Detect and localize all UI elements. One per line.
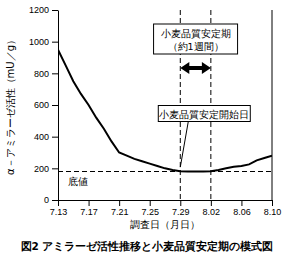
title: 図2 アミラーゼ活性推移と小麦品質安定期の模式図: [21, 240, 274, 253]
period-sublabel: （約1週間）: [168, 41, 224, 52]
y-axis: 0 200 400 600 800 1000 1200: [29, 5, 59, 205]
period-label-box: [154, 24, 238, 54]
x-tick-label: 7.29: [172, 207, 190, 217]
y-tick-mark: [52, 105, 58, 106]
x-tick: 8.06: [233, 200, 251, 217]
x-tick-label: 7.25: [141, 207, 159, 217]
x-tick-mark: [58, 200, 59, 206]
y-tick: 600: [34, 100, 58, 110]
y-tick-label: 0: [44, 195, 49, 205]
start-day-leader: [180, 122, 188, 168]
x-tick-label: 8.06: [233, 207, 251, 217]
y-tick-mark: [52, 42, 58, 43]
y-tick-label: 400: [34, 132, 49, 142]
x-tick-mark: [150, 200, 151, 206]
x-tick: 8.10: [264, 200, 282, 217]
x-axis-line: [59, 200, 273, 201]
chart: 0 200 400 600 800 1000 1200 7.13 7.17 7.21 7.25 7.2…: [0, 0, 294, 262]
x-tick: 7.21: [111, 200, 129, 217]
y-tick-mark: [52, 10, 58, 11]
x-tick: 8.02: [203, 200, 221, 217]
x-axis: 7.13 7.17 7.21 7.25 7.29 8.02 8.06 8.10: [50, 200, 282, 217]
y-tick-label: 600: [34, 100, 49, 110]
x-tick-mark: [211, 200, 212, 206]
y-tick-label: 1000: [29, 37, 49, 47]
x-tick-mark: [119, 200, 120, 206]
x-tick-label: 8.10: [264, 207, 282, 217]
x-axis-title: 調査日（月日）: [130, 219, 200, 230]
y-tick-mark: [52, 168, 58, 169]
y-tick-mark: [52, 137, 58, 138]
x-tick-label: 7.21: [111, 207, 129, 217]
bottom-value-label: 底値: [68, 176, 88, 187]
y-tick: 800: [34, 69, 58, 79]
x-tick: 7.17: [80, 200, 98, 217]
x-tick-mark: [180, 200, 181, 206]
period-label: 小麦品質安定期: [161, 28, 231, 39]
bottom-value-line: [58, 171, 272, 172]
x-tick-label: 7.13: [50, 207, 68, 217]
start-day-box: [158, 106, 250, 122]
plot-area: [58, 10, 272, 200]
x-tick: 7.25: [141, 200, 159, 217]
period-arrow-head: [180, 62, 189, 74]
y-tick-mark: [52, 73, 58, 74]
start-day-label: 小麦品質安定開始日: [159, 109, 249, 120]
y-tick-mark: [52, 200, 58, 201]
y-tick: 400: [34, 132, 58, 142]
y-tick: 200: [34, 164, 58, 174]
y-tick-label: 1200: [29, 5, 49, 15]
x-tick-label: 7.17: [80, 207, 98, 217]
y-tick: 0: [44, 195, 58, 205]
annotations: 底値 小麦品質安定期 （約1週間） 小麦品質安定開始日: [68, 24, 250, 187]
x-tick-mark: [272, 200, 273, 206]
y-axis-title: α－アミラーゼ活性（mU／g）: [5, 35, 16, 175]
data-line: [58, 50, 272, 172]
x-tick-mark: [89, 200, 90, 206]
x-tick: 7.13: [50, 200, 68, 217]
y-tick-label: 200: [34, 164, 49, 174]
y-tick-label: 800: [34, 69, 49, 79]
y-tick: 1000: [29, 37, 58, 47]
y-tick: 1200: [29, 5, 58, 15]
period-arrow-head: [202, 62, 211, 74]
x-tick-mark: [241, 200, 242, 206]
x-tick-label: 8.02: [203, 207, 221, 217]
x-tick: 7.29: [172, 200, 190, 217]
